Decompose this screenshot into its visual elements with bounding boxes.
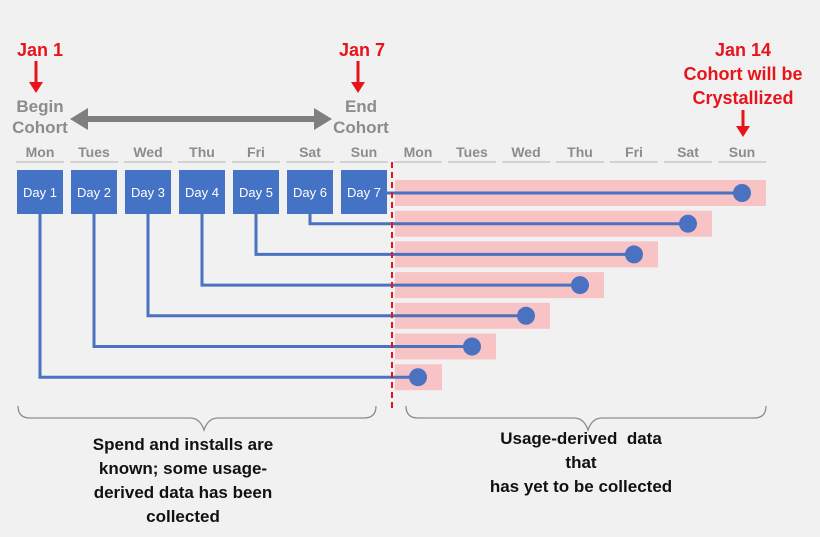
maturation-connectors: [38, 184, 751, 387]
start-label-line-2: Cohort: [12, 118, 68, 137]
day-box-rect: [125, 170, 171, 214]
endpoint-dot: [625, 245, 643, 264]
left-brace: [17, 405, 377, 433]
day-box-label: Day 6: [293, 185, 327, 200]
day-box-rect: [17, 170, 63, 214]
day-box-rect: [179, 170, 225, 214]
weekday-label: Wed: [133, 144, 162, 160]
endpoint-dot: [463, 337, 481, 356]
day-box-rect: [287, 170, 333, 214]
day-box-label: Day 7: [347, 185, 381, 200]
right-caption-line-1: Usage-derived data: [500, 429, 662, 448]
day-box: Day 7: [341, 170, 387, 214]
end-label-line-2: Cohort: [333, 118, 389, 137]
day-box-label: Day 4: [185, 185, 219, 200]
left-caption: Spend and installs are known; some usage…: [93, 435, 273, 526]
weekday-label: Sat: [677, 144, 699, 160]
day-box-rect: [341, 170, 387, 214]
right-brace: [405, 405, 767, 433]
day-box: Day 4: [179, 170, 225, 214]
left-caption-line-4: collected: [146, 507, 220, 526]
right-caption-line-3: has yet to be collected: [490, 477, 672, 496]
right-caption: Usage-derived data that has yet to be co…: [490, 429, 672, 496]
connector-line: [200, 214, 580, 287]
start-label-line-1: Begin: [16, 97, 63, 116]
crystallize-label-line-2: Cohort will be: [684, 64, 803, 84]
end-marker: Jan 7 End Cohort: [333, 40, 389, 137]
weekday-label: Thu: [189, 144, 215, 160]
crystallize-down-arrow-icon: [736, 110, 750, 137]
weekday-label: Sun: [351, 144, 377, 160]
day-box-label: Day 1: [23, 185, 57, 200]
day-box-label: Day 3: [131, 185, 165, 200]
weekday-label: Sat: [299, 144, 321, 160]
weekday-label: Sun: [729, 144, 755, 160]
left-caption-line-3: derived data has been: [94, 483, 273, 502]
cohort-span-double-arrow-icon: [70, 108, 332, 130]
day-box: Day 5: [233, 170, 279, 214]
end-down-arrow-icon: [351, 61, 365, 93]
weekday-label: Tues: [78, 144, 110, 160]
day-box: Day 6: [287, 170, 333, 214]
cohort-day-boxes: Day 1 Day 2 Day 3 Day 4 Day 5 Day 6 Day 7: [17, 170, 387, 214]
end-date-label: Jan 7: [339, 40, 385, 60]
connector-line: [38, 214, 418, 379]
endpoint-dot: [733, 184, 751, 202]
weekday-label: Tues: [456, 144, 488, 160]
endpoint-dot: [571, 276, 589, 295]
start-down-arrow-icon: [29, 61, 43, 93]
day-box-rect: [71, 170, 117, 214]
endpoint-dot: [409, 368, 427, 387]
end-label-line-1: End: [345, 97, 377, 116]
connector-line: [146, 214, 526, 318]
day-box: Day 2: [71, 170, 117, 214]
weekday-label: Fri: [247, 144, 265, 160]
weekday-label: Thu: [567, 144, 593, 160]
left-caption-line-2: known; some usage-: [99, 459, 267, 478]
day-box-label: Day 2: [77, 185, 111, 200]
connector-line: [254, 214, 634, 256]
weekday-label: Wed: [511, 144, 540, 160]
day-box-rect: [233, 170, 279, 214]
day-box-label: Day 5: [239, 185, 273, 200]
connector-line: [92, 214, 472, 348]
weekday-label: Mon: [404, 144, 433, 160]
endpoint-dot: [517, 306, 535, 325]
weekday-row: Mon Tues Wed Thu Fri Sat Sun Mon Tues Wed Thu Fri Sa…: [16, 144, 766, 163]
day-box: Day 3: [125, 170, 171, 214]
start-date-label: Jan 1: [17, 40, 63, 60]
connector-line: [308, 214, 688, 226]
right-caption-line-2: that: [565, 453, 597, 472]
crystallize-marker: Jan 14 Cohort will be Crystallized: [684, 40, 803, 137]
endpoint-dot: [679, 214, 697, 233]
weekday-label: Mon: [26, 144, 55, 160]
start-marker: Jan 1 Begin Cohort: [12, 40, 68, 137]
weekday-label: Fri: [625, 144, 643, 160]
day-box: Day 1: [17, 170, 63, 214]
crystallize-label-line-1: Jan 14: [715, 40, 771, 60]
crystallize-label-line-3: Crystallized: [692, 88, 793, 108]
left-caption-line-1: Spend and installs are: [93, 435, 273, 454]
